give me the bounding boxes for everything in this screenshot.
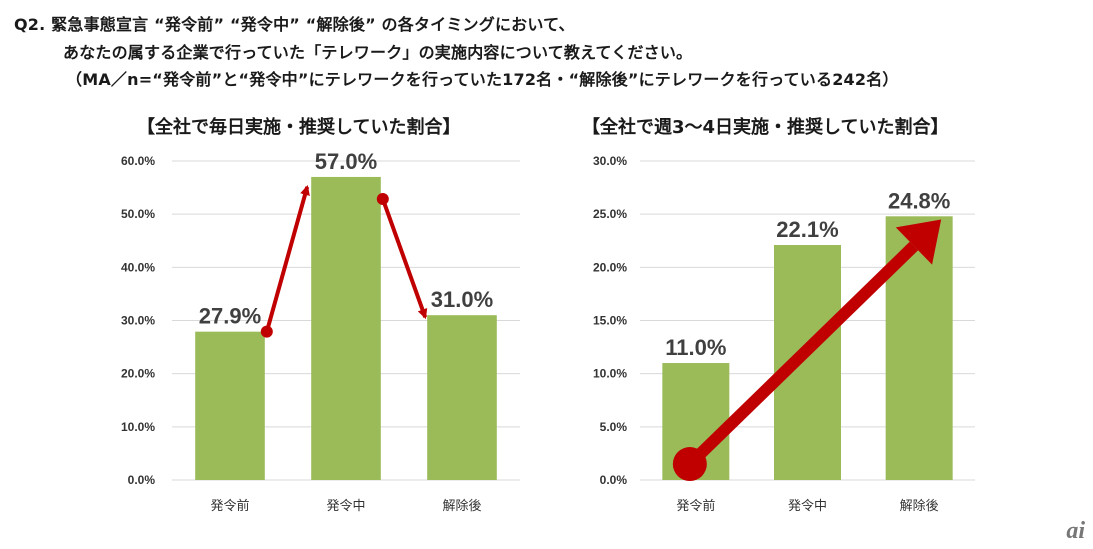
x-category-label: 発令前	[210, 498, 249, 514]
data-label: 22.1%	[776, 217, 838, 242]
bar	[311, 176, 381, 480]
y-tick-label: 50.0%	[121, 207, 155, 221]
y-tick-label: 20.0%	[593, 260, 627, 274]
y-tick-label: 20.0%	[121, 367, 155, 381]
question-line-2: あなたの属する企業で行っていた「テレワーク」の実施内容について教えてください。	[63, 43, 693, 62]
data-label: 31.0%	[431, 287, 493, 312]
y-tick-label: 40.0%	[121, 260, 155, 274]
data-label: 57.0%	[315, 149, 377, 174]
x-category-label: 解除後	[900, 499, 939, 514]
trend-arrow-head	[895, 219, 942, 265]
data-label: 24.8%	[888, 188, 950, 213]
y-tick-label: 10.0%	[593, 367, 627, 381]
bar	[427, 315, 497, 480]
y-tick-label: 30.0%	[593, 154, 627, 168]
x-category-label: 発令中	[326, 499, 365, 514]
x-category-label: 発令中	[788, 499, 827, 514]
chart-left-title: 【全社で毎日実施・推奨していた割合】	[137, 117, 461, 138]
data-label: 11.0%	[665, 335, 726, 360]
y-tick-label: 0.0%	[128, 473, 156, 487]
question-line-3: （MA／n=“発令前”と“発令中”にテレワークを行っていた172名・“解除後”に…	[66, 70, 899, 89]
data-label: 27.9%	[199, 304, 261, 329]
y-tick-label: 30.0%	[121, 314, 155, 328]
chart-right: 0.0% 5.0% 10.0% 15.0% 20.0% 25.0% 30.0% 11.0% 発令…	[593, 154, 975, 514]
y-tick-label: 5.0%	[600, 420, 628, 434]
trend-arrow-down	[380, 198, 428, 320]
chart-left: 0.0% 10.0% 20.0% 30.0% 40.0% 50.0% 60.0% 27.9% 発…	[121, 149, 520, 514]
x-category-label: 解除後	[442, 499, 481, 514]
chart-right-title: 【全社で週3～4日実施・推奨していた割合】	[582, 117, 949, 138]
bar	[195, 331, 265, 480]
trend-arrow-up	[264, 185, 310, 333]
question-line-1: Q2. 緊急事態宣言 “発令前” “発令中” “解除後” の各タイミングにおいて…	[14, 15, 575, 34]
y-tick-label: 0.0%	[600, 473, 628, 487]
bar	[774, 245, 841, 480]
y-tick-label: 60.0%	[121, 154, 155, 168]
y-tick-label: 25.0%	[593, 207, 627, 221]
trend-arrow-shaft	[685, 241, 919, 469]
ai-logo: ai	[1066, 518, 1085, 544]
y-tick-label: 15.0%	[593, 314, 627, 328]
arrow-start-dot	[672, 447, 707, 482]
y-tick-label: 10.0%	[121, 420, 155, 434]
x-category-label: 発令前	[676, 498, 715, 514]
